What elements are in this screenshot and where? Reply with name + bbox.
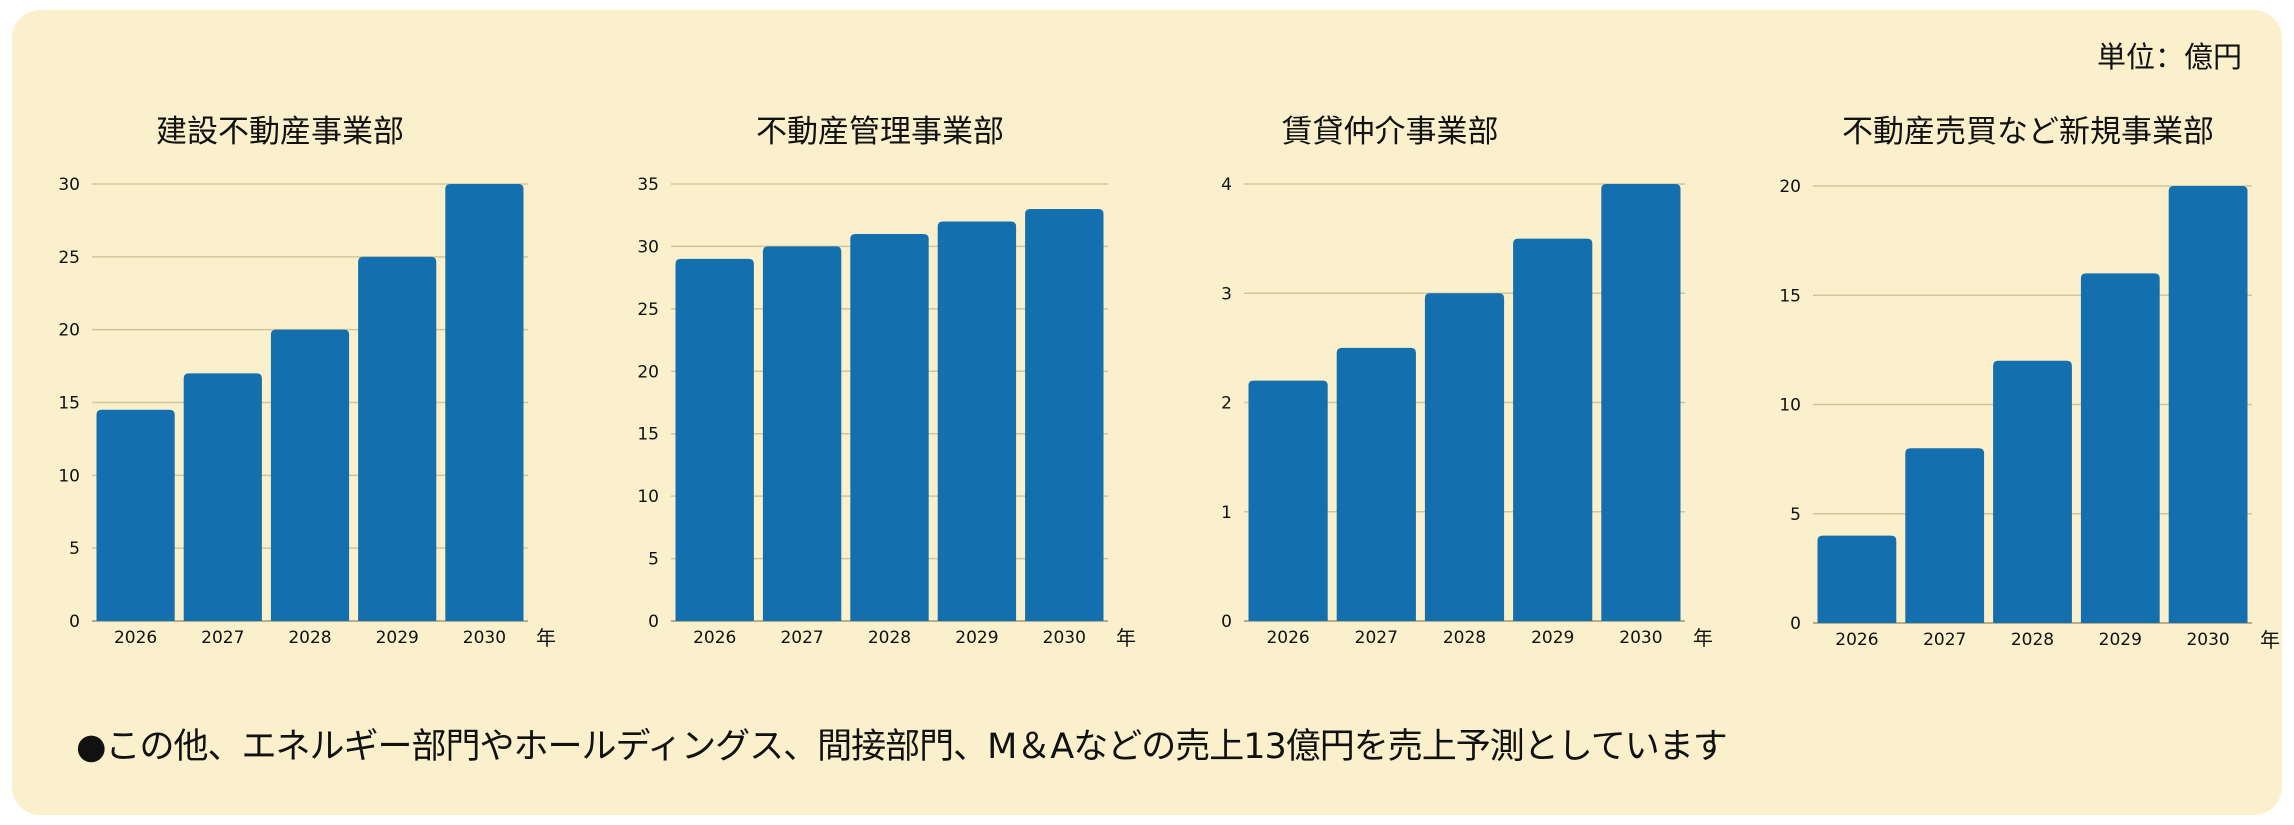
y-tick-label: 15 (58, 394, 80, 414)
x-tick-label: 2028 (2011, 630, 2054, 650)
unit-label: 単位：億円 (2096, 40, 2242, 74)
x-tick-label: 2029 (376, 628, 419, 648)
x-tick-label: 2029 (955, 628, 998, 648)
bar (937, 221, 1017, 621)
y-tick-label: 5 (1790, 505, 1801, 525)
x-tick-label: 2026 (1266, 628, 1309, 648)
bar (2080, 273, 2160, 623)
bar (1817, 535, 1897, 623)
y-tick-label: 20 (1779, 177, 1801, 197)
bar (850, 233, 929, 621)
y-tick-label: 4 (1221, 175, 1232, 195)
bar (1336, 347, 1416, 621)
y-tick-label: 1 (1221, 503, 1232, 523)
x-tick-label: 2026 (693, 628, 736, 648)
x-tick-label: 2029 (2099, 630, 2142, 650)
y-tick-label: 3 (1221, 284, 1232, 304)
chart-title: 賃貸仲介事業部 (1282, 114, 1499, 150)
x-tick-label: 2027 (201, 628, 244, 648)
y-tick-label: 15 (1779, 286, 1801, 306)
y-tick-label: 5 (69, 539, 80, 559)
bar (1248, 380, 1328, 621)
y-tick-label: 30 (58, 175, 80, 195)
bar (1905, 448, 1985, 623)
x-tick-label: 2030 (463, 628, 506, 648)
y-tick-label: 10 (637, 487, 659, 507)
y-tick-label: 0 (69, 612, 80, 632)
x-tick-label: 2029 (1531, 628, 1574, 648)
chart-title: 不動産管理事業部 (756, 114, 1004, 150)
bar (1513, 238, 1593, 621)
bar (445, 184, 524, 621)
x-tick-label: 2028 (1443, 628, 1486, 648)
x-axis-label: 年 (536, 626, 556, 650)
y-tick-label: 0 (1790, 614, 1801, 634)
y-tick-label: 10 (1779, 396, 1801, 416)
y-tick-label: 20 (58, 321, 80, 341)
y-tick-label: 5 (648, 550, 659, 570)
y-tick-label: 2 (1221, 394, 1232, 414)
bar (183, 373, 262, 621)
footer-note: ●この他、エネルギー部門やホールディングス、間接部門、M＆Aなどの売上13億円を… (76, 727, 1728, 767)
y-tick-label: 35 (637, 175, 659, 195)
y-tick-label: 15 (637, 425, 659, 445)
bar (358, 256, 437, 621)
bar (762, 246, 842, 621)
x-tick-label: 2027 (780, 628, 823, 648)
y-tick-label: 25 (637, 300, 659, 320)
bar (1601, 184, 1681, 621)
bar (1025, 208, 1104, 621)
x-tick-label: 2030 (1043, 628, 1086, 648)
x-tick-label: 2027 (1923, 630, 1966, 650)
x-tick-label: 2026 (114, 628, 157, 648)
bar (675, 258, 754, 621)
bar (2168, 186, 2248, 623)
x-tick-label: 2026 (1835, 630, 1878, 650)
y-tick-label: 0 (1221, 612, 1232, 632)
y-tick-label: 25 (58, 248, 80, 268)
y-tick-label: 20 (637, 362, 659, 382)
x-axis-label: 年 (1693, 626, 1713, 650)
x-axis-label: 年 (2260, 628, 2280, 652)
bar (270, 329, 350, 621)
y-tick-label: 30 (637, 237, 659, 257)
bar (1993, 360, 2072, 623)
x-tick-label: 2030 (2186, 630, 2229, 650)
x-axis-label: 年 (1116, 626, 1136, 650)
bar (1424, 293, 1505, 621)
x-tick-label: 2030 (1619, 628, 1662, 648)
x-tick-label: 2028 (288, 628, 331, 648)
y-tick-label: 10 (58, 466, 80, 486)
bar (96, 409, 175, 621)
chart-title: 不動産売買など新規事業部 (1842, 114, 2214, 150)
x-tick-label: 2027 (1355, 628, 1398, 648)
chart-title: 建設不動産事業部 (156, 114, 404, 150)
x-tick-label: 2028 (868, 628, 911, 648)
y-tick-label: 0 (648, 612, 659, 632)
